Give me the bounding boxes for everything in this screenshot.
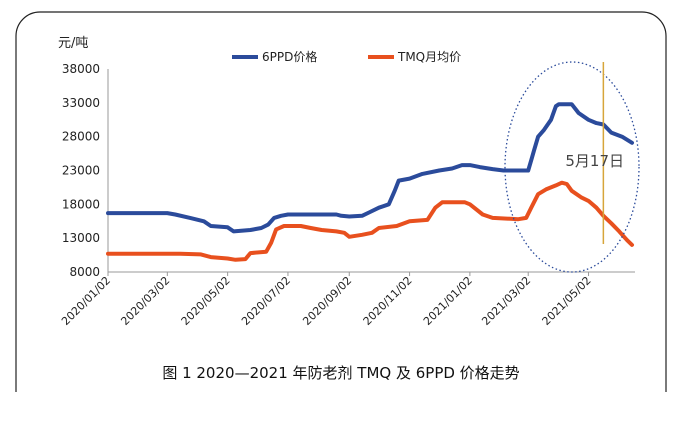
x-tick-label: 2020/11/02 <box>361 274 415 328</box>
legend-label: TMQ月均价 <box>397 50 461 64</box>
x-tick-label: 2021/01/02 <box>421 274 475 328</box>
figure-caption: 图 1 2020—2021 年防老剂 TMQ 及 6PPD 价格走势 <box>162 364 520 382</box>
highlight-ellipse <box>504 61 640 273</box>
x-axis: 2020/01/02 2020/03/02 2020/05/02 2020/07/02… <box>59 271 635 328</box>
y-tick-label: 23000 <box>62 164 100 178</box>
x-tick-label: 2020/07/02 <box>239 274 293 328</box>
y-axis: 38000 33000 28000 23000 18000 13000 8000 <box>62 62 109 279</box>
x-tick-label: 2020/09/02 <box>300 274 354 328</box>
y-tick-label: 13000 <box>62 231 100 245</box>
x-tick-label: 2021/03/02 <box>479 274 533 328</box>
y-tick-label: 28000 <box>62 130 100 144</box>
series-layer <box>106 102 634 262</box>
x-tick-label: 2020/05/02 <box>179 274 233 328</box>
series-line-1 <box>106 180 634 262</box>
x-tick-label: 2020/03/02 <box>118 274 172 328</box>
unit-label: 元/吨 <box>58 36 88 51</box>
y-tick-label: 18000 <box>62 197 100 211</box>
x-tick-label: 2021/05/02 <box>540 274 594 328</box>
x-tick-label: 2020/01/02 <box>59 274 113 328</box>
legend-label: 6PPD价格 <box>262 49 317 64</box>
series-line-0 <box>106 102 634 234</box>
date-marker-label: 5月17日 <box>565 152 624 170</box>
y-tick-label: 33000 <box>62 96 100 110</box>
annotation-layer: 5月17日 <box>504 61 640 273</box>
y-tick-label: 8000 <box>69 265 100 279</box>
legend: 6PPD价格 TMQ月均价 <box>232 49 461 64</box>
line-chart: 元/吨 6PPD价格 TMQ月均价 38000 33000 28000 23000 180… <box>58 36 640 328</box>
y-tick-label: 38000 <box>62 62 100 76</box>
